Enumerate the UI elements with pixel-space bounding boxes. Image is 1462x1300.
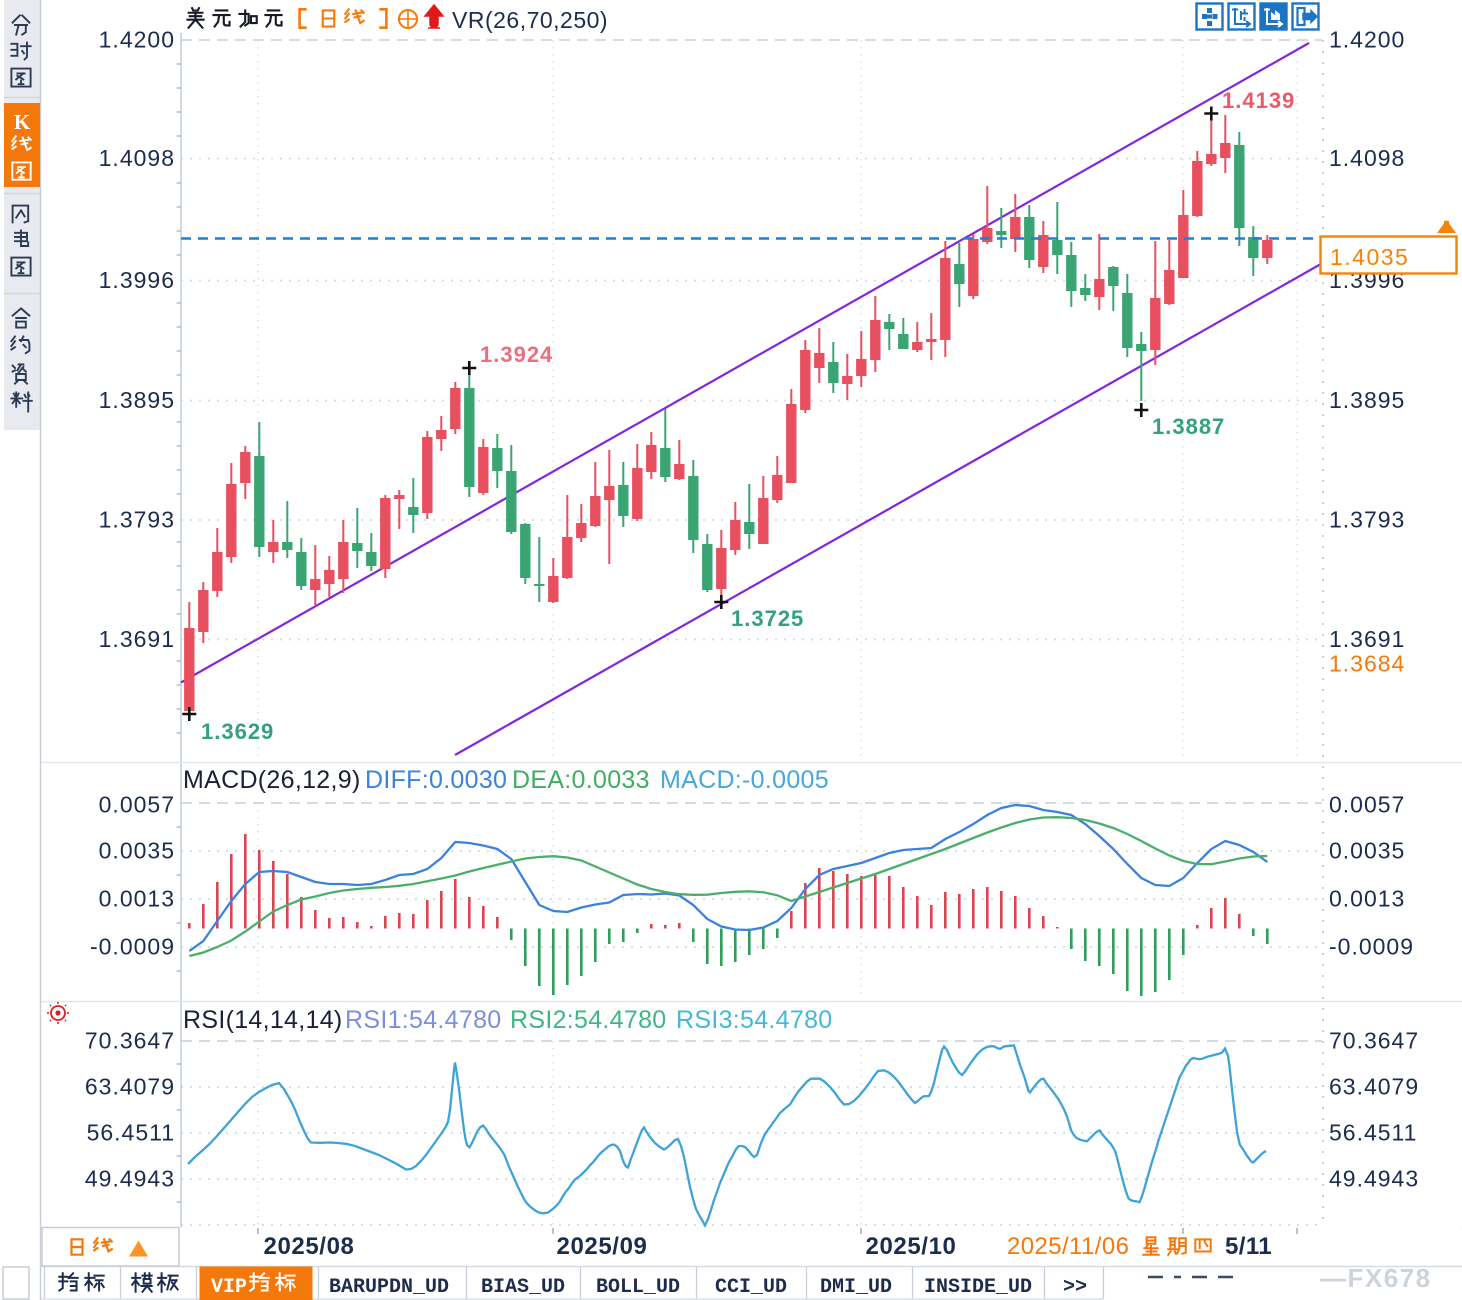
- svg-text:K: K: [14, 110, 31, 134]
- svg-text:0.0057: 0.0057: [1329, 792, 1405, 818]
- svg-text:5/11: 5/11: [1225, 1233, 1272, 1260]
- svg-text:1.3691: 1.3691: [1329, 626, 1405, 652]
- svg-text:1.3684: 1.3684: [1329, 651, 1405, 677]
- svg-text:1.3725: 1.3725: [731, 606, 804, 631]
- svg-text:CCI_UD: CCI_UD: [715, 1276, 787, 1299]
- svg-text:1.3895: 1.3895: [99, 387, 175, 413]
- svg-text:1.4200: 1.4200: [1329, 27, 1405, 53]
- svg-text:0.0035: 0.0035: [99, 838, 175, 864]
- svg-text:BOLL_UD: BOLL_UD: [596, 1276, 680, 1299]
- svg-text:—FX678: —FX678: [1320, 1263, 1432, 1293]
- svg-text:1.3691: 1.3691: [99, 626, 175, 652]
- svg-text:RSI(14,14,14): RSI(14,14,14): [183, 1006, 343, 1034]
- svg-text:BIAS_UD: BIAS_UD: [481, 1276, 565, 1299]
- svg-text:0.0035: 0.0035: [1329, 838, 1405, 864]
- svg-text:63.4079: 63.4079: [85, 1074, 175, 1100]
- svg-text:0.0057: 0.0057: [99, 792, 175, 818]
- svg-text:56.4511: 56.4511: [87, 1120, 175, 1146]
- svg-text:49.4943: 49.4943: [1329, 1166, 1419, 1192]
- svg-text:>>: >>: [1063, 1276, 1087, 1299]
- svg-text:63.4079: 63.4079: [1329, 1074, 1419, 1100]
- svg-text:49.4943: 49.4943: [85, 1166, 175, 1192]
- svg-text:-0.0009: -0.0009: [90, 934, 175, 960]
- svg-text:BARUPDN_UD: BARUPDN_UD: [329, 1276, 449, 1299]
- svg-text:DEA:0.0033: DEA:0.0033: [512, 766, 650, 794]
- svg-text:VIP: VIP: [211, 1276, 247, 1299]
- svg-text:1.3887: 1.3887: [1152, 414, 1225, 439]
- svg-text:0.0013: 0.0013: [99, 886, 175, 912]
- svg-text:-0.0009: -0.0009: [1329, 934, 1414, 960]
- svg-text:1.4035: 1.4035: [1330, 244, 1409, 270]
- svg-text:2025/08: 2025/08: [264, 1233, 355, 1260]
- svg-text:RSI1:54.4780: RSI1:54.4780: [345, 1006, 502, 1034]
- svg-text:1.3793: 1.3793: [1329, 507, 1405, 533]
- svg-text:1.3629: 1.3629: [201, 719, 274, 744]
- svg-text:1.4200: 1.4200: [99, 27, 175, 53]
- svg-text:70.3647: 70.3647: [1329, 1028, 1419, 1054]
- svg-text:RSI3:54.4780: RSI3:54.4780: [676, 1006, 833, 1034]
- svg-text:1.4139: 1.4139: [1222, 88, 1295, 113]
- svg-text:RSI2:54.4780: RSI2:54.4780: [510, 1006, 667, 1034]
- svg-text:1.3924: 1.3924: [480, 342, 553, 367]
- svg-text:1.4098: 1.4098: [99, 145, 175, 171]
- svg-text:MACD:-0.0005: MACD:-0.0005: [660, 766, 829, 794]
- svg-text:0.0013: 0.0013: [1329, 886, 1405, 912]
- svg-text:2025/11/06: 2025/11/06: [1007, 1233, 1129, 1260]
- svg-text:1.3996: 1.3996: [99, 267, 175, 293]
- svg-text:2025/09: 2025/09: [557, 1233, 648, 1260]
- svg-text:1.4098: 1.4098: [1329, 145, 1405, 171]
- svg-text:INSIDE_UD: INSIDE_UD: [924, 1276, 1032, 1299]
- svg-text:DMI_UD: DMI_UD: [820, 1276, 892, 1299]
- svg-text:56.4511: 56.4511: [1329, 1120, 1417, 1146]
- svg-text:DIFF:0.0030: DIFF:0.0030: [365, 766, 507, 794]
- svg-text:MACD(26,12,9): MACD(26,12,9): [183, 766, 361, 794]
- svg-text:2025/10: 2025/10: [866, 1233, 957, 1260]
- svg-text:VR(26,70,250): VR(26,70,250): [452, 7, 608, 33]
- svg-text:1.3895: 1.3895: [1329, 387, 1405, 413]
- svg-text:1.3793: 1.3793: [99, 507, 175, 533]
- svg-text:70.3647: 70.3647: [85, 1028, 175, 1054]
